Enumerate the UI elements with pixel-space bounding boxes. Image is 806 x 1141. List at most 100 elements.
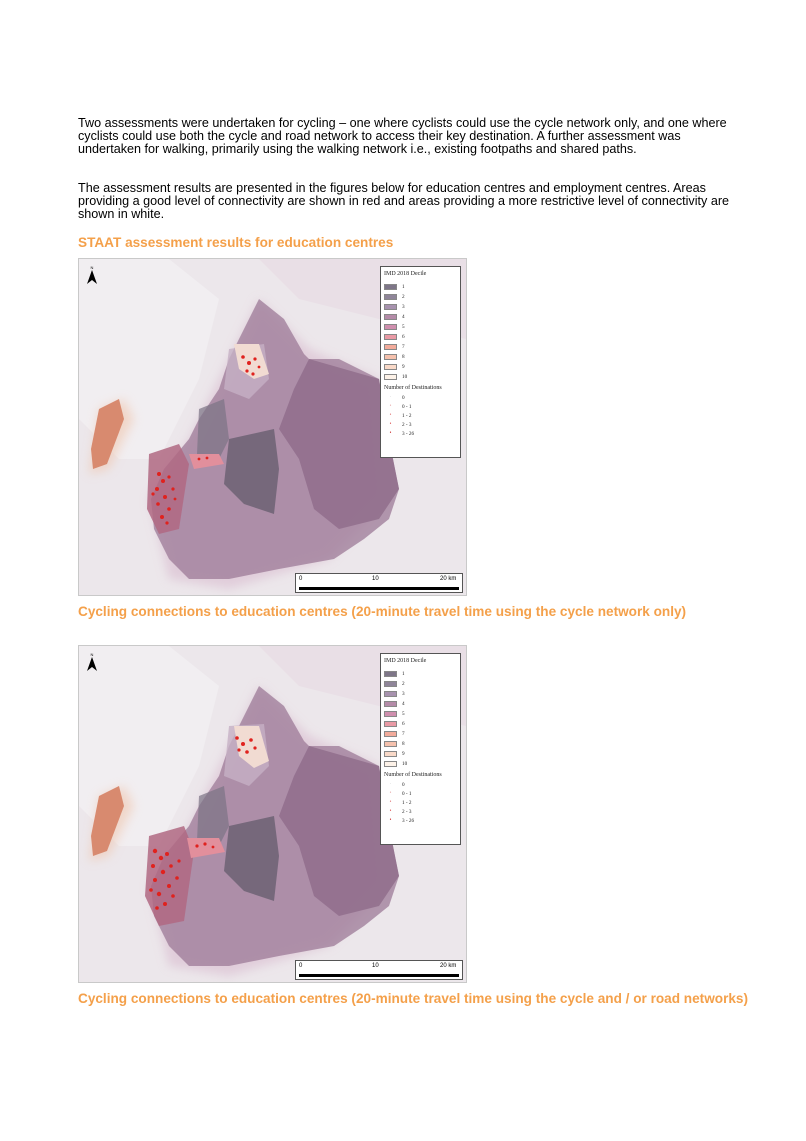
legend-row-dest-2: • 0 - 1	[384, 789, 460, 798]
legend-swatch	[384, 304, 397, 310]
legend-label: 10	[402, 761, 408, 767]
legend-row-dest-1: · 0	[384, 393, 460, 402]
legend-title: IMD 2018 Decile	[384, 271, 427, 277]
map-figure-2: N IMD 2018 Decile 1 2 3 4 5 6 7 8 9 10 N…	[78, 645, 467, 983]
map-legend-2: IMD 2018 Decile 1 2 3 4 5 6 7 8 9 10 Num…	[380, 653, 461, 845]
figure-caption-2: Cycling connections to education centres…	[78, 991, 749, 1006]
legend-label: 3	[402, 304, 405, 310]
scale-bar-2: 0 10 20 km	[295, 960, 463, 980]
legend-row-decile-4: 4	[384, 699, 460, 709]
legend-label: 7	[402, 731, 405, 737]
legend-row-dest-4: • 2 - 3	[384, 807, 460, 816]
dot-icon: ·	[389, 782, 392, 787]
map-figure-1: N IMD 2018 Decile 1 2 3 4 5 6 7 8 9 10 N…	[78, 258, 467, 596]
legend-swatch	[384, 691, 397, 697]
legend-swatch	[384, 741, 397, 747]
dot-icon: •	[389, 431, 392, 436]
section-heading: STAAT assessment results for education c…	[78, 235, 394, 250]
legend-label: 0	[402, 781, 405, 788]
legend-label: 2	[402, 294, 405, 300]
legend-row-decile-2: 2	[384, 679, 460, 689]
legend-swatch	[384, 334, 397, 340]
legend-row-dest-5: • 3 - 26	[384, 816, 460, 825]
legend-row-dest-2: • 0 - 1	[384, 402, 460, 411]
dot-icon: •	[389, 404, 392, 409]
legend-row-decile-9: 9	[384, 362, 460, 372]
legend-row-decile-7: 7	[384, 729, 460, 739]
scale-label-0: 0	[299, 576, 303, 582]
legend-row-decile-5: 5	[384, 709, 460, 719]
north-letter: N	[91, 265, 94, 270]
legend-swatch	[384, 324, 397, 330]
legend-swatch	[384, 761, 397, 767]
scale-label-20: 20 km	[440, 963, 457, 969]
legend-label: 1	[402, 671, 405, 677]
legend-swatch	[384, 711, 397, 717]
legend-swatch	[384, 721, 397, 727]
legend-row-dest-3: • 1 - 2	[384, 411, 460, 420]
legend-label: 0	[402, 394, 405, 401]
dot-icon: •	[389, 818, 392, 823]
legend-swatch	[384, 751, 397, 757]
legend-row-decile-3: 3	[384, 689, 460, 699]
legend-destinations-title: Number of Destinations	[384, 772, 442, 778]
legend-label: 2	[402, 681, 405, 687]
legend-label: 1	[402, 284, 405, 290]
legend-label: 7	[402, 344, 405, 350]
legend-swatch	[384, 284, 397, 290]
north-arrow-icon: N	[87, 652, 97, 671]
legend-label: 1 - 2	[402, 799, 412, 806]
legend-swatch	[384, 354, 397, 360]
legend-label: 0 - 1	[402, 790, 412, 797]
dot-icon: ·	[389, 395, 392, 400]
legend-row-dest-3: • 1 - 2	[384, 798, 460, 807]
north-letter: N	[91, 652, 94, 657]
scale-bar-line	[299, 587, 459, 590]
legend-label: 5	[402, 324, 405, 330]
dot-icon: •	[389, 422, 392, 427]
dot-icon: •	[389, 800, 392, 805]
legend-row-decile-1: 1	[384, 669, 460, 679]
figure-caption-1: Cycling connections to education centres…	[78, 604, 687, 619]
legend-swatch	[384, 671, 397, 677]
legend-label: 9	[402, 751, 405, 757]
legend-row-decile-8: 8	[384, 739, 460, 749]
legend-row-decile-5: 5	[384, 322, 460, 332]
legend-swatch	[384, 344, 397, 350]
legend-row-decile-6: 6	[384, 332, 460, 342]
legend-row-dest-1: · 0	[384, 780, 460, 789]
legend-label: 8	[402, 741, 405, 747]
legend-row-decile-3: 3	[384, 302, 460, 312]
intro-paragraph-2: The assessment results are presented in …	[78, 181, 730, 222]
legend-row-decile-9: 9	[384, 749, 460, 759]
legend-row-decile-7: 7	[384, 342, 460, 352]
legend-row-decile-10: 10	[384, 759, 460, 769]
legend-row-decile-8: 8	[384, 352, 460, 362]
scale-bar-line	[299, 974, 459, 977]
legend-swatch	[384, 681, 397, 687]
legend-row-decile-4: 4	[384, 312, 460, 322]
scale-label-0: 0	[299, 963, 303, 969]
legend-destinations-title: Number of Destinations	[384, 385, 442, 391]
legend-swatch	[384, 731, 397, 737]
dot-icon: •	[389, 791, 392, 796]
scale-label-10: 10	[372, 576, 379, 582]
legend-label: 2 - 3	[402, 421, 412, 428]
legend-label: 2 - 3	[402, 808, 412, 815]
legend-swatch	[384, 314, 397, 320]
legend-swatch	[384, 294, 397, 300]
legend-row-decile-1: 1	[384, 282, 460, 292]
scale-bar-1: 0 10 20 km	[295, 573, 463, 593]
legend-row-decile-10: 10	[384, 372, 460, 382]
legend-row-dest-5: • 3 - 26	[384, 429, 460, 438]
legend-swatch	[384, 364, 397, 370]
scale-label-10: 10	[372, 963, 379, 969]
legend-label: 8	[402, 354, 405, 360]
legend-row-decile-2: 2	[384, 292, 460, 302]
map-legend-1: IMD 2018 Decile 1 2 3 4 5 6 7 8 9 10 Num…	[380, 266, 461, 458]
legend-label: 4	[402, 314, 405, 320]
legend-label: 1 - 2	[402, 412, 412, 419]
dot-icon: •	[389, 413, 392, 418]
legend-label: 10	[402, 374, 408, 380]
map-graphic-2	[79, 646, 466, 982]
